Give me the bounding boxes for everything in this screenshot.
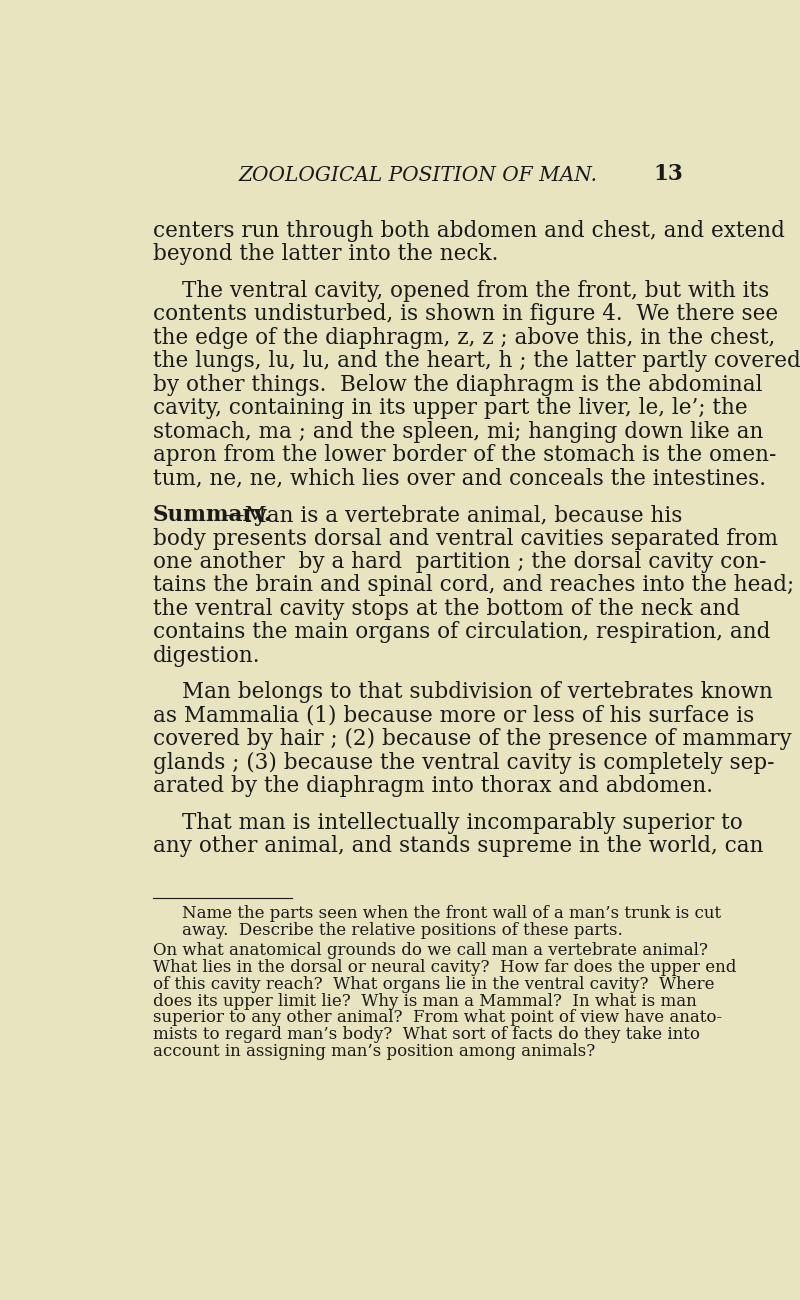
Text: digestion.: digestion. xyxy=(153,645,260,667)
Text: apron from the lower border of the stomach is the omen-: apron from the lower border of the stoma… xyxy=(153,445,776,467)
Text: Summary.: Summary. xyxy=(153,504,272,526)
Text: the edge of the diaphragm, z, z ; above this, in the chest,: the edge of the diaphragm, z, z ; above … xyxy=(153,326,775,348)
Text: On what anatomical grounds do we call man a vertebrate animal?: On what anatomical grounds do we call ma… xyxy=(153,941,707,958)
Text: What lies in the dorsal or neural cavity?  How far does the upper end: What lies in the dorsal or neural cavity… xyxy=(153,958,736,976)
Text: any other animal, and stands supreme in the world, can: any other animal, and stands supreme in … xyxy=(153,835,763,857)
Text: 13: 13 xyxy=(653,164,682,186)
Text: account in assigning man’s position among animals?: account in assigning man’s position amon… xyxy=(153,1044,595,1061)
Text: centers run through both abdomen and chest, and extend: centers run through both abdomen and che… xyxy=(153,220,785,242)
Text: tains the brain and spinal cord, and reaches into the head;: tains the brain and spinal cord, and rea… xyxy=(153,575,794,597)
Text: does its upper limit lie?  Why is man a Mammal?  In what is man: does its upper limit lie? Why is man a M… xyxy=(153,992,697,1010)
Text: one another  by a hard  partition ; the dorsal cavity con-: one another by a hard partition ; the do… xyxy=(153,551,766,573)
Text: tum, ne, ne, which lies over and conceals the intestines.: tum, ne, ne, which lies over and conceal… xyxy=(153,468,766,490)
Text: the lungs, lu, lu, and the heart, h ; the latter partly covered: the lungs, lu, lu, and the heart, h ; th… xyxy=(153,350,800,372)
Text: as Mammalia (1) because more or less of his surface is: as Mammalia (1) because more or less of … xyxy=(153,705,754,727)
Text: ZOOLOGICAL POSITION OF MAN.: ZOOLOGICAL POSITION OF MAN. xyxy=(238,166,598,186)
Text: superior to any other animal?  From what point of view have anato-: superior to any other animal? From what … xyxy=(153,1010,722,1027)
Text: away.  Describe the relative positions of these parts.: away. Describe the relative positions of… xyxy=(182,922,623,939)
Text: contains the main organs of circulation, respiration, and: contains the main organs of circulation,… xyxy=(153,621,770,644)
Text: covered by hair ; (2) because of the presence of mammary: covered by hair ; (2) because of the pre… xyxy=(153,728,791,750)
Text: The ventral cavity, opened from the front, but with its: The ventral cavity, opened from the fron… xyxy=(182,280,770,302)
Text: stomach, ma ; and the spleen, mi; hanging down like an: stomach, ma ; and the spleen, mi; hangin… xyxy=(153,421,763,442)
Text: glands ; (3) because the ventral cavity is completely sep-: glands ; (3) because the ventral cavity … xyxy=(153,751,774,774)
Text: Name the parts seen when the front wall of a man’s trunk is cut: Name the parts seen when the front wall … xyxy=(182,905,722,922)
Text: cavity, containing in its upper part the liver, le, le’; the: cavity, containing in its upper part the… xyxy=(153,398,747,419)
Text: mists to regard man’s body?  What sort of facts do they take into: mists to regard man’s body? What sort of… xyxy=(153,1027,700,1044)
Text: body presents dorsal and ventral cavities separated from: body presents dorsal and ventral cavitie… xyxy=(153,528,778,550)
Text: Man belongs to that subdivision of vertebrates known: Man belongs to that subdivision of verte… xyxy=(182,681,773,703)
Text: That man is intellectually incomparably superior to: That man is intellectually incomparably … xyxy=(182,811,743,833)
Text: by other things.  Below the diaphragm is the abdominal: by other things. Below the diaphragm is … xyxy=(153,373,762,395)
Text: arated by the diaphragm into thorax and abdomen.: arated by the diaphragm into thorax and … xyxy=(153,775,713,797)
Text: beyond the latter into the neck.: beyond the latter into the neck. xyxy=(153,243,498,265)
Text: the ventral cavity stops at the bottom of the neck and: the ventral cavity stops at the bottom o… xyxy=(153,598,740,620)
Text: of this cavity reach?  What organs lie in the ventral cavity?  Where: of this cavity reach? What organs lie in… xyxy=(153,975,714,993)
Text: contents undisturbed, is shown in figure 4.  We there see: contents undisturbed, is shown in figure… xyxy=(153,303,778,325)
Text: —Man is a vertebrate animal, because his: —Man is a vertebrate animal, because his xyxy=(223,504,682,526)
